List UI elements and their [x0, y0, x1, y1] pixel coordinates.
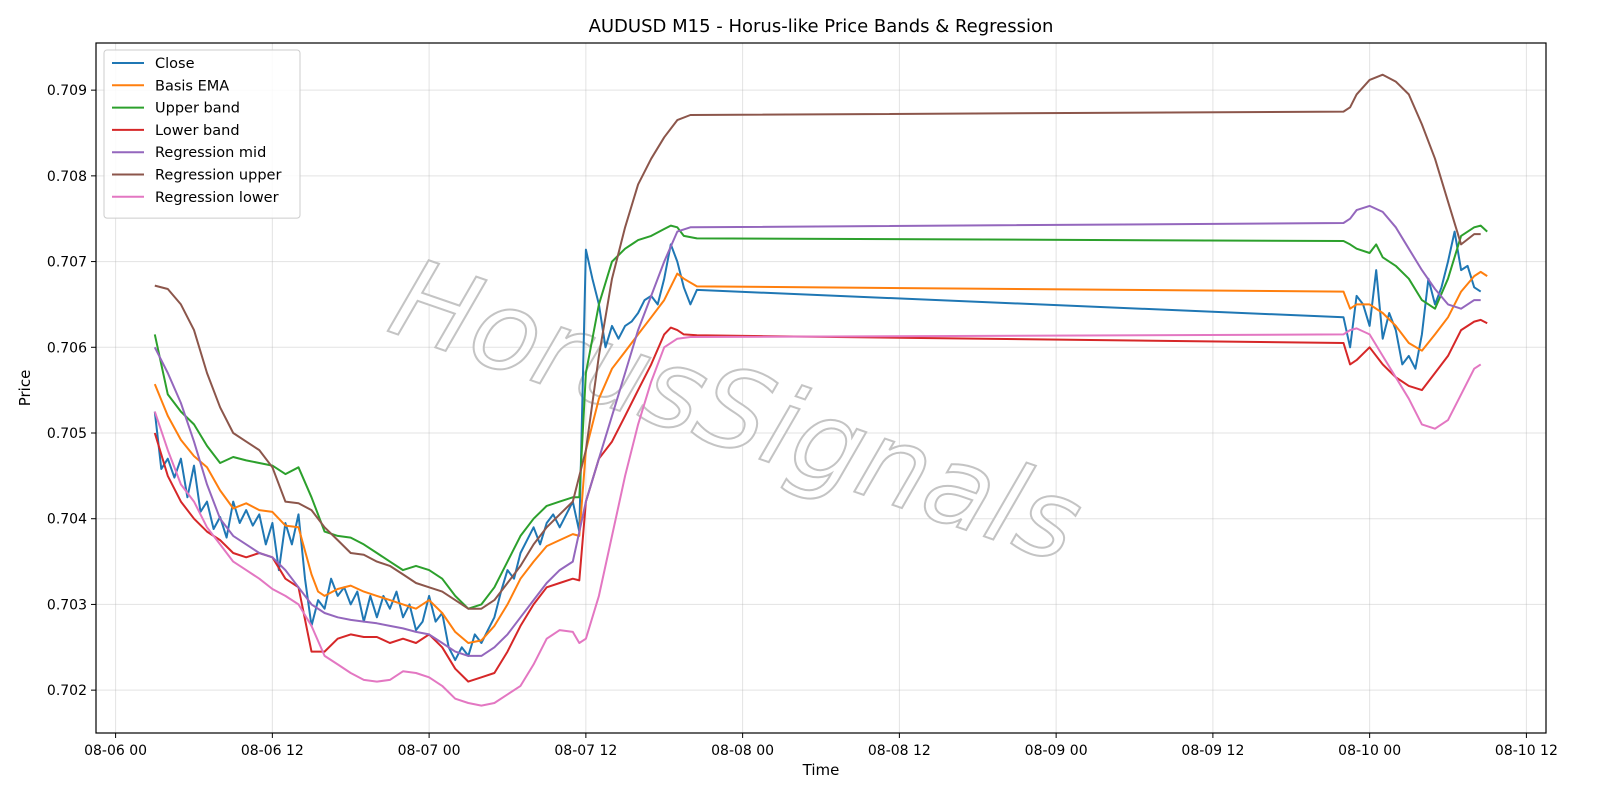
y-tick-label: 0.707 — [47, 255, 87, 271]
x-tick-label: 08-09 12 — [1181, 743, 1244, 759]
series-line-lower-band — [153, 318, 1488, 683]
x-tick-label: 08-07 12 — [554, 743, 617, 759]
y-tick-label: 0.706 — [47, 340, 87, 356]
y-axis-label: Price — [16, 370, 34, 407]
series-line-close — [153, 230, 1482, 662]
legend: Close Basis EMA Upper band Lower band Regres… — [103, 49, 301, 219]
y-tick-label: 0.709 — [47, 83, 87, 99]
y-tick-label: 0.703 — [47, 597, 87, 613]
legend-entry: Regression upper — [155, 168, 281, 184]
x-tick-label: 08-08 00 — [711, 743, 774, 759]
legend-box — [103, 49, 301, 219]
x-tick-label: 08-10 00 — [1338, 743, 1401, 759]
series-line-regression-lower — [153, 327, 1482, 707]
series-line-regression-mid — [153, 204, 1481, 657]
legend-entry: Regression mid — [155, 145, 266, 161]
x-tick-label: 08-10 12 — [1495, 743, 1558, 759]
y-tick-label: 0.704 — [47, 512, 87, 528]
legend-entry: Upper band — [155, 101, 240, 117]
x-tick-label: 08-07 00 — [398, 743, 461, 759]
grid — [96, 43, 1546, 733]
x-axis-label: Time — [802, 761, 840, 779]
series-group — [153, 73, 1488, 707]
series-line-basis-ema — [153, 270, 1488, 644]
series-line-regression-upper — [154, 73, 1481, 610]
x-tick-label: 08-06 00 — [84, 743, 147, 759]
y-tick-label: 0.702 — [47, 683, 87, 699]
legend-entry: Regression lower — [155, 190, 279, 206]
series-line-upper-band — [153, 224, 1488, 610]
x-tick-label: 08-06 12 — [241, 743, 304, 759]
x-axis: 08-06 00 08-06 12 08-07 00 08-07 12 08-08 00… — [84, 733, 1558, 759]
x-tick-label: 08-09 00 — [1025, 743, 1088, 759]
legend-entry: Close — [155, 56, 195, 72]
x-tick-label: 08-08 12 — [868, 743, 931, 759]
y-tick-label: 0.708 — [47, 169, 87, 185]
legend-entry: Lower band — [155, 123, 240, 139]
y-tick-label: 0.705 — [47, 426, 87, 442]
legend-entry: Basis EMA — [155, 78, 229, 94]
chart-title: AUDUSD M15 - Horus-like Price Bands & Re… — [589, 16, 1054, 37]
y-axis: 0.702 0.703 0.704 0.705 0.706 0.707 0.708 0.709 — [47, 83, 96, 699]
plot-frame — [95, 42, 1547, 734]
